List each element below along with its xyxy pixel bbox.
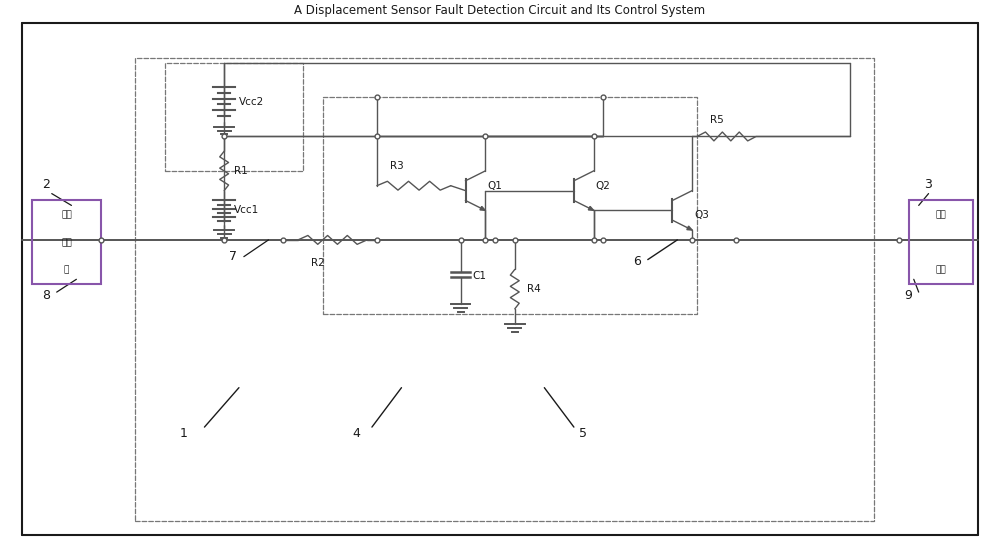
Text: 5: 5 xyxy=(579,427,587,440)
Text: 6: 6 xyxy=(633,254,641,268)
Text: 传感: 传感 xyxy=(61,238,72,247)
Text: 处理: 处理 xyxy=(935,211,946,220)
Text: R3: R3 xyxy=(390,161,403,171)
Text: 9: 9 xyxy=(904,289,912,302)
Polygon shape xyxy=(687,226,692,230)
Text: R4: R4 xyxy=(527,284,540,294)
Text: Q3: Q3 xyxy=(694,210,709,220)
Text: 7: 7 xyxy=(229,249,237,263)
Text: Vcc1: Vcc1 xyxy=(234,205,259,215)
Text: 8: 8 xyxy=(42,289,50,302)
Bar xyxy=(32,201,101,284)
Text: C1: C1 xyxy=(472,272,486,281)
Text: 4: 4 xyxy=(352,427,360,440)
Polygon shape xyxy=(480,206,485,210)
Text: Vcc2: Vcc2 xyxy=(239,97,264,107)
Text: 1: 1 xyxy=(180,427,188,440)
Text: R2: R2 xyxy=(311,258,325,268)
Text: R5: R5 xyxy=(710,114,724,124)
Bar xyxy=(909,201,973,284)
Text: Q1: Q1 xyxy=(487,181,502,191)
Text: 2: 2 xyxy=(42,178,50,191)
Polygon shape xyxy=(588,206,594,210)
Text: 3: 3 xyxy=(924,178,931,191)
Text: A Displacement Sensor Fault Detection Circuit and Its Control System: A Displacement Sensor Fault Detection Ci… xyxy=(294,4,706,17)
Text: 电路: 电路 xyxy=(935,265,946,274)
Text: 器: 器 xyxy=(64,265,69,274)
Text: R1: R1 xyxy=(234,166,248,176)
Text: Q2: Q2 xyxy=(596,181,610,191)
Text: 位移: 位移 xyxy=(61,211,72,220)
